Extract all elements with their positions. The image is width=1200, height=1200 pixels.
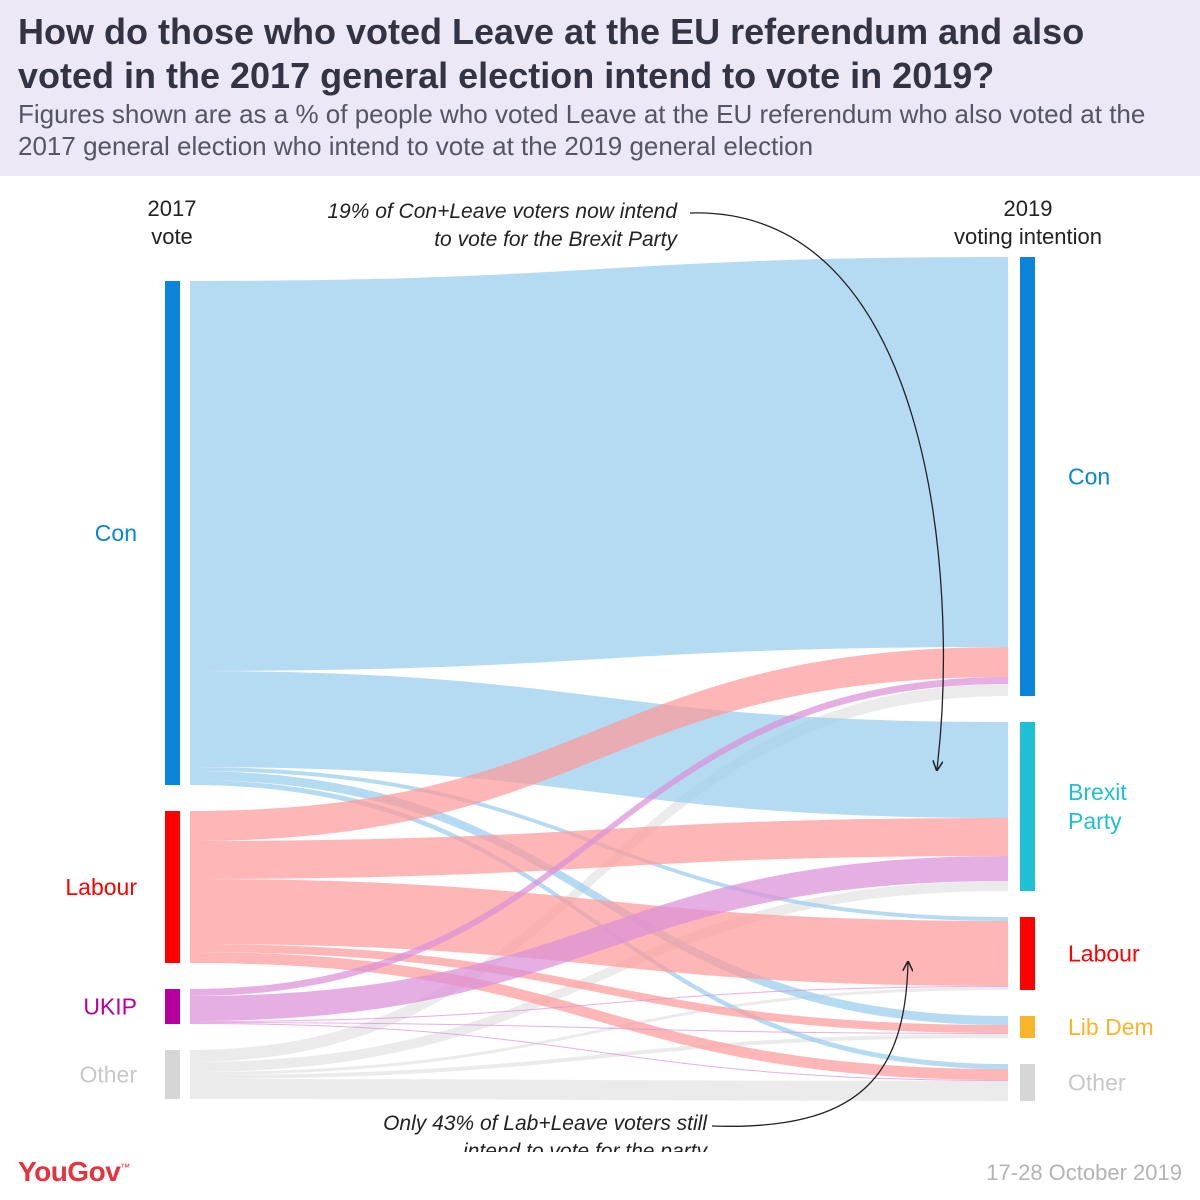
right-node-label-labour: Labour (1068, 941, 1140, 967)
flow-other-to-lib-dem (190, 1034, 1008, 1079)
right-node-lib-dem (1020, 1016, 1035, 1038)
trademark-mark: ™ (120, 1162, 130, 1174)
flow-ukip-to-labour (190, 986, 1008, 1022)
sankey-chart: Con Labour UKIP Other Con Brexit Party Labour Li… (65, 196, 1153, 1152)
annotation-lab-retention: Only 43% of Lab+Leave voters still intend… (383, 1112, 708, 1152)
annotations-layer: 19% of Con+Leave voters now intend to vot… (327, 200, 945, 1152)
flow-ukip-to-con (190, 677, 1008, 996)
flow-other-to-labour (190, 987, 1008, 1075)
flow-labour-to-other (190, 952, 1008, 1080)
flow-con-to-lib-dem (190, 771, 1008, 1025)
left-axis-title: 2017 vote (148, 196, 197, 249)
flow-other-to-brexit-party (190, 881, 1008, 1072)
right-node-brexit-party (1020, 722, 1035, 891)
right-node-con (1020, 257, 1035, 696)
right-node-label-other: Other (1068, 1070, 1126, 1096)
flow-other-to-other (190, 1079, 1008, 1101)
flow-labour-to-con (190, 647, 1008, 841)
left-node-labour (165, 811, 180, 963)
header: How do those who voted Leave at the EU r… (0, 0, 1200, 176)
left-node-label-labour: Labour (65, 874, 137, 900)
flow-other-to-con (190, 684, 1008, 1062)
right-node-label-con: Con (1068, 464, 1110, 490)
left-node-label-other: Other (79, 1062, 137, 1088)
yougov-logo: YouGov™ (18, 1156, 130, 1188)
left-node-other (165, 1050, 180, 1099)
nodes-layer (165, 257, 1035, 1101)
left-node-label-ukip: UKIP (83, 994, 137, 1020)
left-node-ukip (165, 989, 180, 1024)
left-node-con (165, 281, 180, 785)
fieldwork-date: 17-28 October 2019 (986, 1160, 1182, 1185)
chart-title: How do those who voted Leave at the EU r… (18, 11, 1085, 96)
right-node-label-lib-dem: Lib Dem (1068, 1014, 1154, 1040)
flow-ukip-to-lib-dem (190, 1022, 1008, 1034)
annotation-arrow-con-to-brexit (689, 212, 945, 769)
annotation-arrow-lab-retention (711, 963, 908, 1127)
flow-ukip-to-other (190, 1023, 1008, 1081)
chart-subtitle: Figures shown are as a % of people who v… (18, 99, 1146, 161)
right-node-label-brexit-party: Brexit Party (1068, 779, 1127, 834)
flow-labour-to-brexit-party (190, 818, 1008, 879)
right-node-labour (1020, 917, 1035, 990)
left-node-label-con: Con (95, 520, 137, 546)
right-node-other (1020, 1064, 1035, 1101)
flows-layer (190, 257, 1008, 1101)
right-axis-title: 2019 voting intention (954, 196, 1102, 249)
flow-ukip-to-brexit-party (190, 856, 1008, 1021)
labels-layer: Con Labour UKIP Other Con Brexit Party Labour Li… (65, 196, 1153, 1096)
flow-con-to-con (190, 257, 1008, 671)
flow-labour-to-lib-dem (190, 944, 1008, 1033)
annotation-con-to-brexit: 19% of Con+Leave voters now intend to vot… (327, 200, 678, 251)
brand-name: YouGov (18, 1156, 121, 1187)
